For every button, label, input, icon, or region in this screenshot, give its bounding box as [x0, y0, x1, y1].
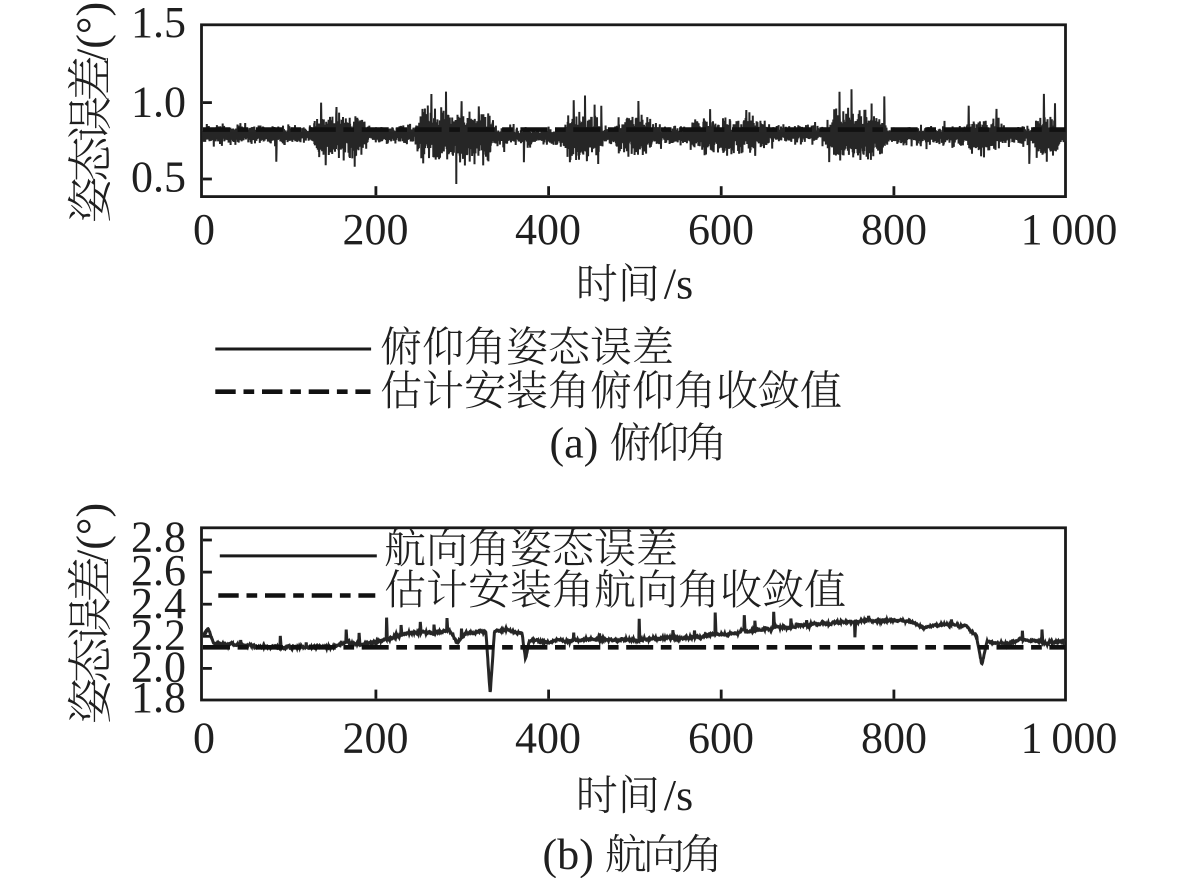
svg-text:800: 800	[861, 205, 927, 254]
svg-text:0.5: 0.5	[131, 153, 186, 202]
svg-text:200: 200	[343, 205, 409, 254]
svg-text:400: 400	[515, 714, 581, 763]
svg-text:0: 0	[193, 714, 215, 763]
svg-text:1.8: 1.8	[131, 673, 186, 722]
svg-text:2.4: 2.4	[131, 579, 186, 628]
svg-text:600: 600	[688, 714, 754, 763]
svg-text:2.6: 2.6	[131, 546, 186, 595]
svg-text:2.2: 2.2	[131, 611, 186, 660]
svg-text:1.0: 1.0	[131, 77, 186, 126]
svg-text:400: 400	[515, 205, 581, 254]
svg-text:200: 200	[343, 714, 409, 763]
svg-text:600: 600	[688, 205, 754, 254]
svg-text:800: 800	[861, 714, 927, 763]
svg-text:2.0: 2.0	[131, 643, 186, 692]
svg-text:0: 0	[193, 205, 215, 254]
svg-text:1.5: 1.5	[131, 0, 186, 47]
svg-text:2.8: 2.8	[131, 513, 186, 562]
svg-text:1 000: 1 000	[1021, 714, 1118, 763]
svg-text:1 000: 1 000	[1021, 205, 1118, 254]
